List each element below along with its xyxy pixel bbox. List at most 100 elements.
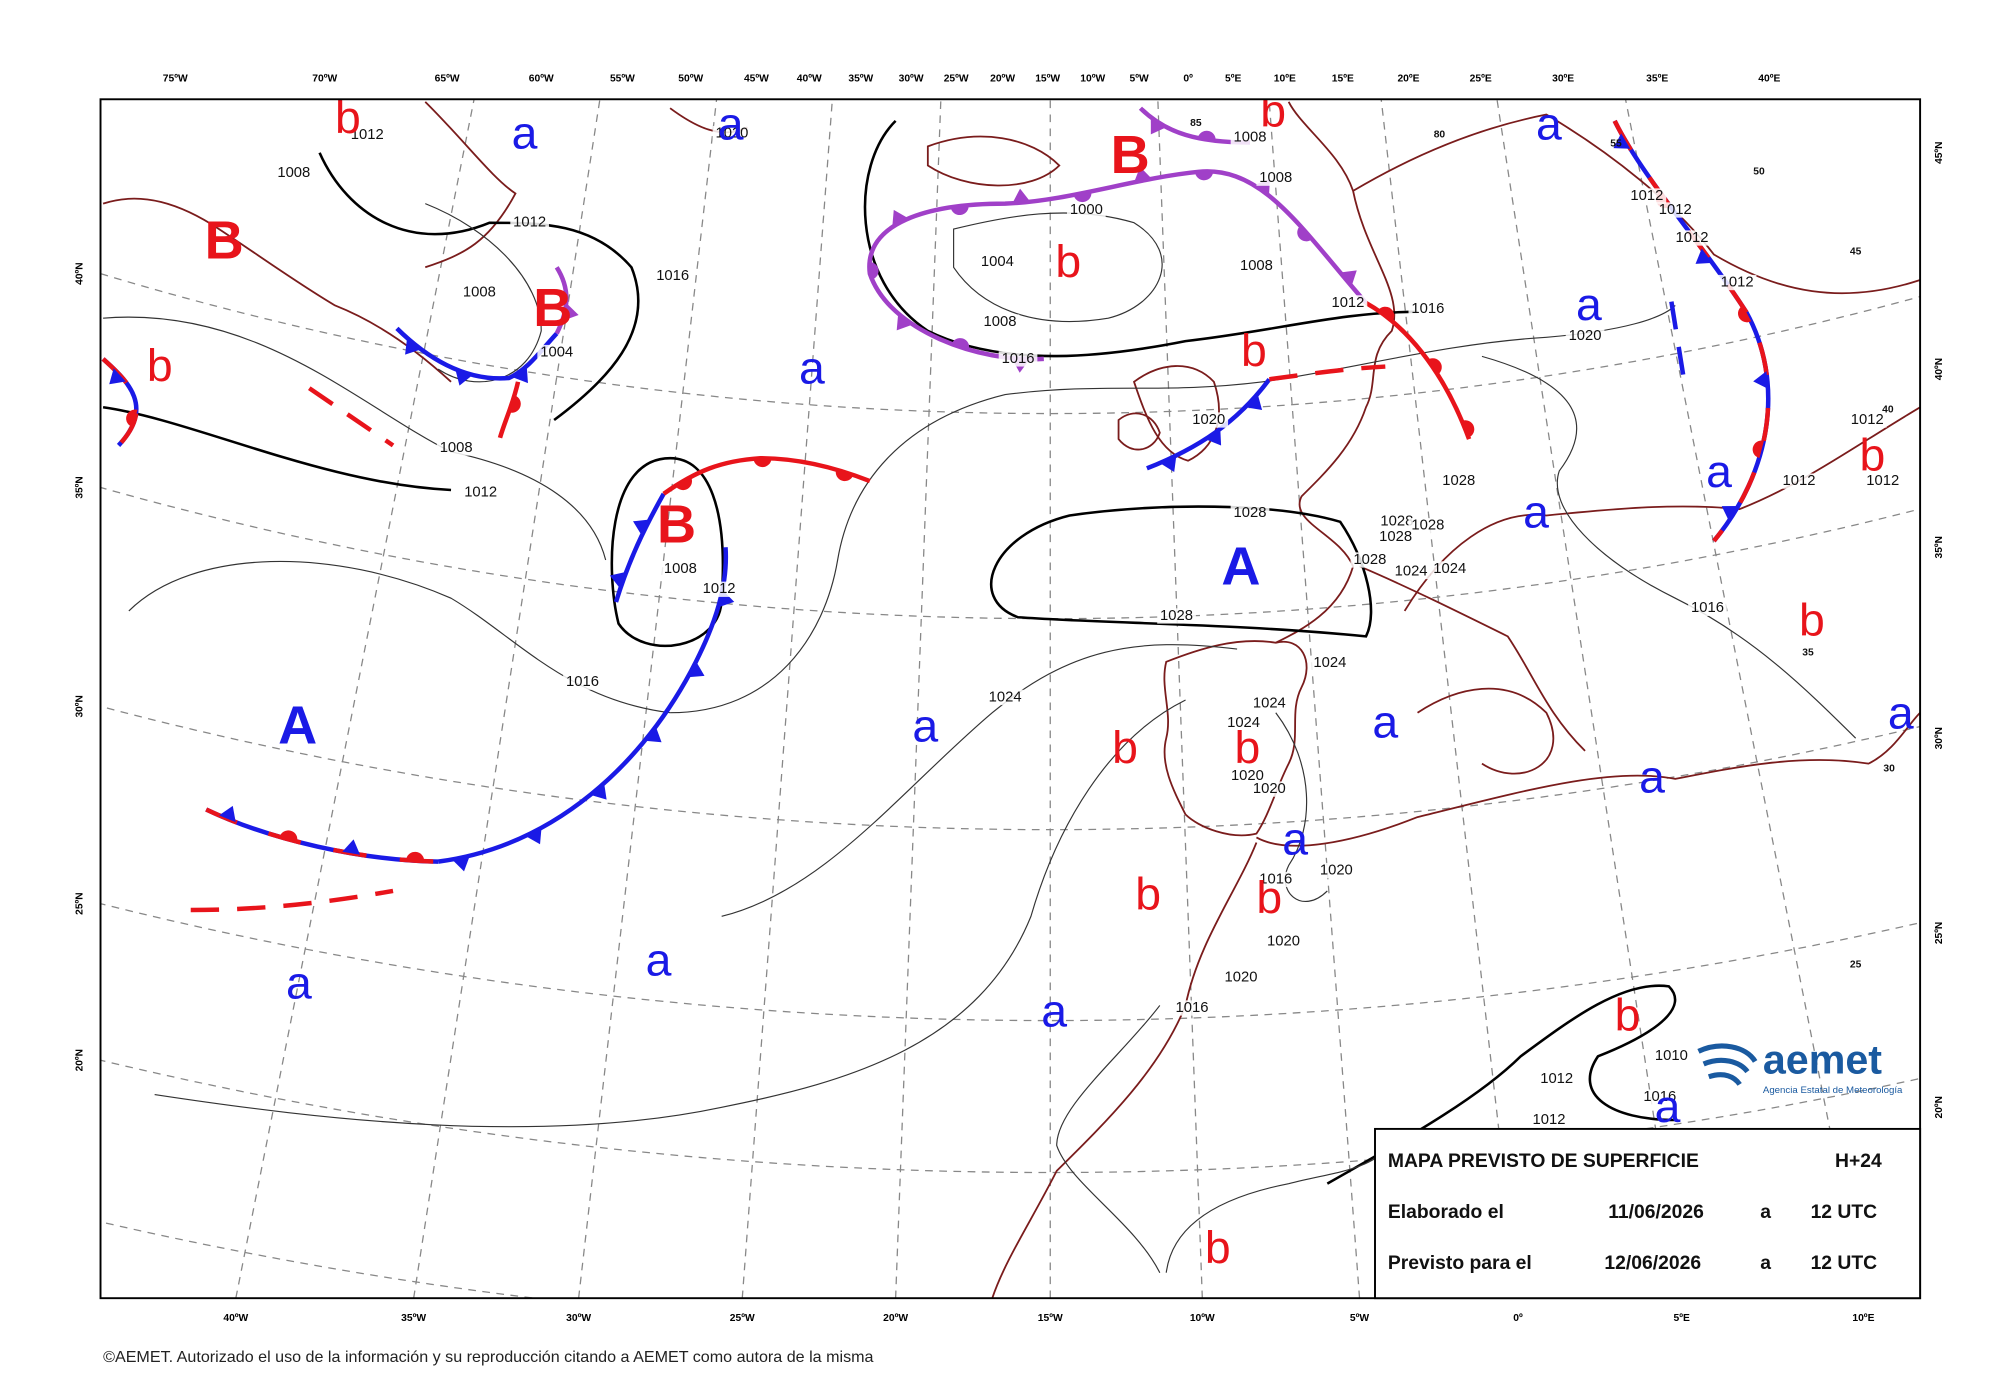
front-semicircle — [1197, 130, 1216, 142]
high-pressure-label: a — [1655, 1080, 1681, 1132]
front-triangle — [590, 783, 607, 800]
front-line — [205, 807, 439, 864]
isobar-label-bg — [1250, 781, 1289, 797]
isobar-label-bg — [653, 268, 693, 284]
logo-name: aemet — [1763, 1037, 1883, 1083]
front-triangle — [896, 313, 913, 331]
isobar-label-bg — [980, 314, 1020, 330]
row-date: 12/06/2026 — [1604, 1253, 1701, 1274]
isobar-label-bg — [510, 215, 549, 231]
left-latitude: 20ºN — [75, 1049, 86, 1071]
isobar-label-bg — [1256, 871, 1296, 888]
top-longitude: 50ºW — [678, 74, 703, 85]
isobar-label-bg — [1228, 768, 1267, 784]
logo: aemet Agencia Estatal de Meteorología — [1697, 1037, 1903, 1096]
isobar-label: 1020 — [715, 126, 748, 142]
low-pressure-label: b — [1235, 721, 1261, 773]
top-longitude: 0º — [1183, 74, 1193, 85]
isobar-label: 1012 — [1676, 230, 1709, 246]
isobar-label-bg — [1157, 608, 1196, 624]
front-line — [613, 492, 666, 603]
isobar-label: 1010 — [1655, 1048, 1688, 1064]
isobar-label: 1020 — [1569, 328, 1602, 344]
isobar-label: 1008 — [277, 165, 310, 181]
bottom-longitude: 35ºW — [401, 1313, 426, 1324]
front-triangle — [109, 368, 126, 385]
isobar-label-bg — [1230, 129, 1270, 146]
front-triangle — [1150, 117, 1167, 135]
front-dashed — [190, 888, 394, 913]
front-semicircle — [1461, 420, 1475, 438]
isobar-label-bg — [1237, 258, 1276, 274]
grid-label: 50 — [1753, 167, 1765, 178]
isobar-label-bg — [1779, 473, 1819, 489]
high-pressure-label: a — [1706, 445, 1732, 497]
coordinate-labels: 75ºW 70ºW 65ºW 60ºW 55ºW 50ºW 45ºW 40ºW 35ºW 30ºW… — [75, 74, 1946, 1325]
top-longitude: 30ºW — [899, 74, 924, 85]
isobar-label: 1012 — [464, 484, 497, 500]
isobar-label-bg — [1256, 170, 1296, 186]
grid-label: 80 — [1434, 130, 1446, 141]
row-sep: a — [1760, 1253, 1771, 1274]
isobar-label: 1028 — [1353, 552, 1386, 568]
front-line — [1364, 300, 1472, 440]
grid-label: 55 — [1610, 139, 1622, 150]
high-pressure-label: a — [1041, 985, 1067, 1037]
right-latitude: 25ºN — [1934, 922, 1945, 944]
high-pressure-label: a — [1372, 696, 1398, 748]
isobar-label-bg — [1391, 563, 1431, 580]
low-pressure-label: b — [147, 339, 173, 391]
bottom-longitude: 30ºW — [566, 1313, 591, 1324]
front-semicircle — [1073, 191, 1092, 203]
isobar-label: 1008 — [1234, 129, 1267, 145]
grid-label: 45 — [1850, 247, 1862, 258]
isobar-label: 1012 — [1866, 473, 1899, 489]
isobar-label: 1020 — [1231, 768, 1264, 784]
isobar-label: 1004 — [981, 254, 1014, 270]
front-line — [101, 357, 139, 447]
front-line — [205, 807, 439, 864]
front-triangle — [644, 726, 662, 743]
info-box: MAPA PREVISTO DE SUPERFICIE H+24 Elabora… — [1374, 1127, 1922, 1300]
lead-time: H+24 — [1835, 1151, 1882, 1172]
isobar-label-bg — [1317, 862, 1356, 879]
isobar-label-bg — [978, 254, 1017, 270]
top-longitude: 40ºW — [797, 74, 822, 85]
top-longitude: 20ºE — [1397, 74, 1419, 85]
isobar-label-bg — [1717, 274, 1757, 291]
isobar-label-bg — [1310, 655, 1350, 671]
front-triangle — [1012, 188, 1031, 204]
front-semicircle — [1738, 305, 1752, 323]
isobar-label-bg — [998, 351, 1038, 367]
isobar-label-bg — [1640, 1089, 1680, 1105]
isobar-label: 1012 — [513, 215, 546, 231]
isobar-label: 1028 — [1160, 608, 1193, 624]
isobar-label: 1012 — [1540, 1071, 1573, 1087]
front-triangle — [1695, 248, 1713, 264]
footer: ©AEMET. Autorizado el uso de la informac… — [103, 1349, 873, 1366]
isobar-label-bg — [712, 126, 752, 142]
logo-subtitle: Agencia Estatal de Meteorología — [1763, 1085, 1903, 1096]
isobar-label: 1012 — [1721, 274, 1754, 290]
isobar-label-bg — [1408, 301, 1448, 317]
isobar-label: 1024 — [1253, 696, 1286, 712]
isobar-label: 1008 — [664, 561, 697, 577]
top-longitude: 40ºE — [1758, 74, 1780, 85]
parallel — [100, 901, 1921, 1021]
front-line — [1612, 119, 1771, 543]
high-pressure-label: a — [1639, 751, 1665, 803]
front-line — [554, 266, 569, 335]
top-longitude: 20ºW — [990, 74, 1015, 85]
row-sep: a — [1760, 1202, 1771, 1223]
bottom-longitude: 40ºW — [223, 1313, 248, 1324]
isobar-label-bg — [1672, 230, 1712, 246]
isobar-label-bg — [1328, 295, 1368, 311]
low-pressure-label: b — [1055, 235, 1081, 287]
isobar-label: 1016 — [1176, 1000, 1209, 1016]
row-label: Elaborado el — [1388, 1202, 1504, 1223]
top-longitude: 10ºE — [1274, 74, 1296, 85]
isobar-label: 1028 — [1411, 518, 1444, 534]
isobar-label: 1008 — [1259, 170, 1292, 186]
front-triangle — [452, 855, 470, 872]
